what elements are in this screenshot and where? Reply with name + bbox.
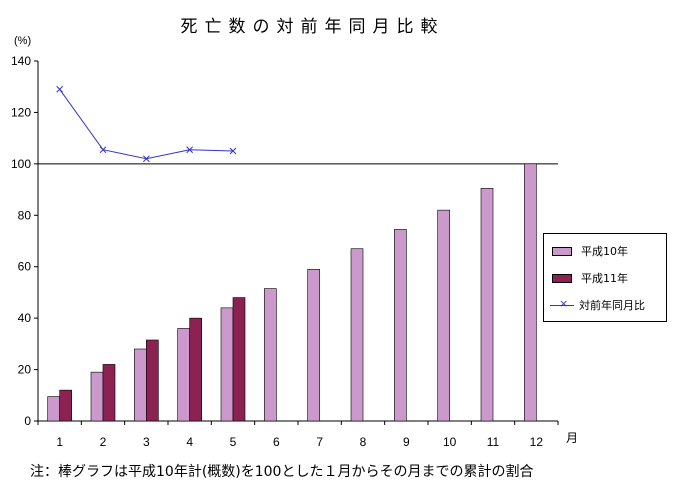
x-tick-label: 3 (143, 435, 150, 449)
x-tick-label: 5 (230, 435, 237, 449)
legend-swatch-ratio (550, 297, 574, 310)
chart-title: 死亡数の対前年同月比較 (180, 17, 445, 37)
y-tick-label: 120 (11, 105, 31, 119)
legend-label-ratio: 対前年同月比 (579, 299, 645, 312)
x-tick-label: 4 (186, 435, 193, 449)
y-axis-label: (%) (14, 35, 31, 47)
x-tick-label: 6 (273, 435, 280, 449)
ratio-point (99, 146, 107, 154)
bar-h10 (437, 209, 450, 422)
ratio-point (229, 147, 237, 155)
legend-item-h10: 平成10年 (552, 243, 628, 259)
bar-h11 (146, 339, 159, 422)
bar-h10 (90, 371, 104, 422)
bar-h10 (524, 163, 537, 422)
x-tick-label: 12 (530, 435, 544, 449)
chart-legend: 平成10年 平成11年 対前年同月比 (543, 233, 667, 322)
legend-item-h11: 平成11年 (552, 270, 628, 286)
ratio-point (186, 146, 194, 154)
x-axis-label: 月 (566, 431, 578, 445)
y-tick-label: 140 (11, 54, 31, 68)
x-tick-label: 2 (100, 435, 107, 449)
y-tick-label: 20 (18, 363, 32, 377)
bar-h10 (134, 348, 147, 422)
bar-h10 (350, 248, 364, 422)
x-tick-label: 11 (487, 435, 500, 449)
bar-h10 (480, 187, 494, 422)
legend-label-h10: 平成10年 (581, 245, 628, 258)
y-tick-label: 40 (18, 311, 32, 325)
footnote: 注：棒グラフは平成10年計(概数)を100とした１月からその月までの累計の割合 (30, 464, 534, 480)
bar-h10 (264, 288, 277, 422)
y-tick-label: 100 (11, 157, 31, 171)
x-tick-label: 8 (360, 435, 367, 449)
y-tick-label: 80 (18, 208, 32, 222)
bar-h10 (307, 268, 320, 422)
ratio-point (142, 155, 150, 163)
x-tick-label: 1 (56, 435, 63, 449)
bar-h11 (102, 364, 116, 422)
legend-swatch-h11 (552, 273, 572, 283)
legend-label-h11: 平成11年 (581, 272, 628, 285)
x-tick-label: 7 (316, 435, 323, 449)
x-tick-label: 9 (403, 435, 410, 449)
bar-h10 (220, 307, 234, 422)
legend-swatch-h10 (552, 246, 572, 256)
bar-h11 (59, 389, 72, 422)
bar-h10 (47, 396, 60, 422)
y-tick-label: 0 (24, 414, 31, 428)
x-tick-label: 10 (443, 435, 457, 449)
bar-h10 (177, 328, 190, 422)
bar-h11 (232, 297, 246, 422)
ratio-point (56, 85, 64, 93)
ratio-line (59, 88, 234, 160)
y-tick-label: 60 (18, 260, 32, 274)
bar-h10 (394, 229, 407, 422)
legend-item-ratio: 対前年同月比 (550, 297, 645, 313)
bar-h11 (189, 317, 202, 422)
